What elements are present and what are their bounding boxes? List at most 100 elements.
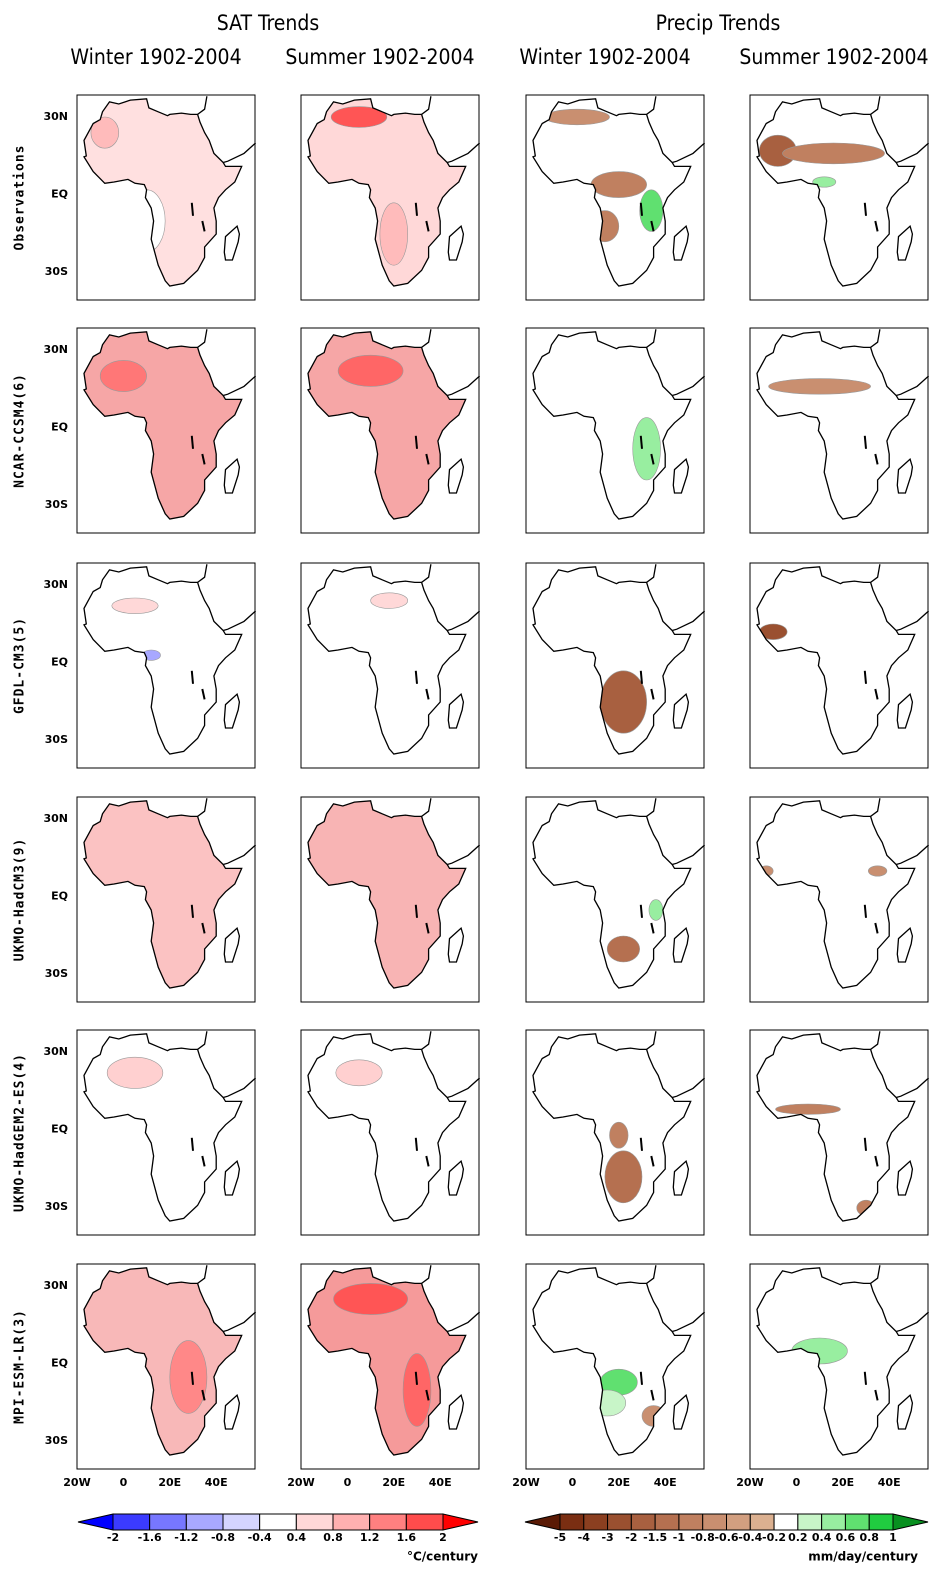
lon-label: 40E [654,1476,677,1489]
panel-bg [750,563,928,768]
map-shading [606,899,664,963]
lat-label: 30S [45,967,68,980]
lake [201,922,206,934]
panel-frame [525,1263,705,1470]
lon-label: 20W [736,1476,763,1489]
lat-label: 30S [45,498,68,511]
madagascar [223,693,241,729]
coastline [532,98,692,287]
arabia-coast [870,1031,930,1099]
lon-label: 20E [382,1476,405,1489]
lat-label: 30N [43,343,68,356]
panel-frame [525,796,705,1003]
colorbar-label: 0.4 [287,1531,307,1544]
land-fill [84,1267,242,1455]
lake [425,1389,430,1401]
coastline [756,1033,916,1222]
map-shading [604,1121,643,1204]
coastline [756,331,916,520]
arabia-coast [421,1031,481,1099]
arabia-coast [870,1265,930,1333]
lake [201,1389,206,1401]
lake [425,922,430,934]
colorbar-label: -1 [673,1531,685,1544]
coastline [756,98,916,287]
colorbar-unit: °C/century [407,1550,478,1564]
lat-label: EQ [51,656,68,669]
colorbar-box [112,1513,151,1531]
lake [425,688,430,700]
madagascar [672,693,690,729]
madagascar [223,927,241,963]
arabia-coast [646,329,706,397]
lake [863,202,867,216]
panel-frame [749,94,929,301]
map-shading [308,1033,466,1221]
coastline [307,98,467,287]
madagascar [672,1160,690,1196]
lake [201,453,206,465]
colorbar-label: -1.2 [174,1531,198,1544]
lake [190,904,194,918]
panel-bg [750,1264,928,1469]
colorbar-box [149,1513,187,1531]
arabia-coast [197,96,257,164]
arabia-coast [646,1031,706,1099]
lon-label: 20W [287,1476,314,1489]
row-label: UKMO-HadGEM2-ES(4) [13,1053,28,1212]
panel-bg [526,1264,704,1469]
map-shading [84,1267,242,1455]
lake [863,1371,867,1385]
land-fill [308,800,466,988]
colorbar-label: 0.2 [788,1531,808,1544]
arabia-coast [421,329,481,397]
lake [414,904,418,918]
shading-blob [599,670,647,734]
lake [639,904,643,918]
map-shading [308,331,466,519]
shading-blob [590,171,647,198]
colorbar-label: -0.2 [762,1531,786,1544]
arabia-coast [197,1031,257,1099]
panel-bg [526,328,704,533]
panel-frame [300,1263,480,1470]
shading-blob [111,597,159,614]
colorbar-box [259,1513,297,1531]
panel-frame [76,562,256,769]
shading-blob [379,202,409,266]
lon-label: 0 [120,1476,128,1489]
madagascar [447,927,465,963]
lake [874,1155,879,1167]
coastline [532,800,692,989]
arabia-coast [197,564,257,632]
lake [650,220,655,232]
coastline [83,331,243,520]
colorbar-label: -2 [107,1531,119,1544]
panel-frame [749,1029,929,1236]
colorbar-label: -0.4 [738,1531,762,1544]
colorbar-end [442,1513,479,1531]
column-title: Winter 1902-2004 [519,45,690,69]
colorbar-box [844,1513,870,1531]
land-fill [84,566,242,754]
shading-blob [632,417,661,481]
coastline [532,1267,692,1456]
panel-bg [750,797,928,1002]
lake [190,435,194,449]
lon-label: 20E [158,1476,181,1489]
lake [425,1155,430,1167]
shading-blob [775,1103,841,1115]
map-shading [308,566,466,754]
lon-label: 0 [793,1476,801,1489]
madagascar [447,693,465,729]
panel-frame [76,327,256,534]
madagascar [672,458,690,494]
map-shading [768,378,871,395]
lake [425,220,430,232]
map-shading [775,1103,876,1217]
lake [650,922,655,934]
shading-blob [609,1121,629,1149]
coastline [756,566,916,755]
